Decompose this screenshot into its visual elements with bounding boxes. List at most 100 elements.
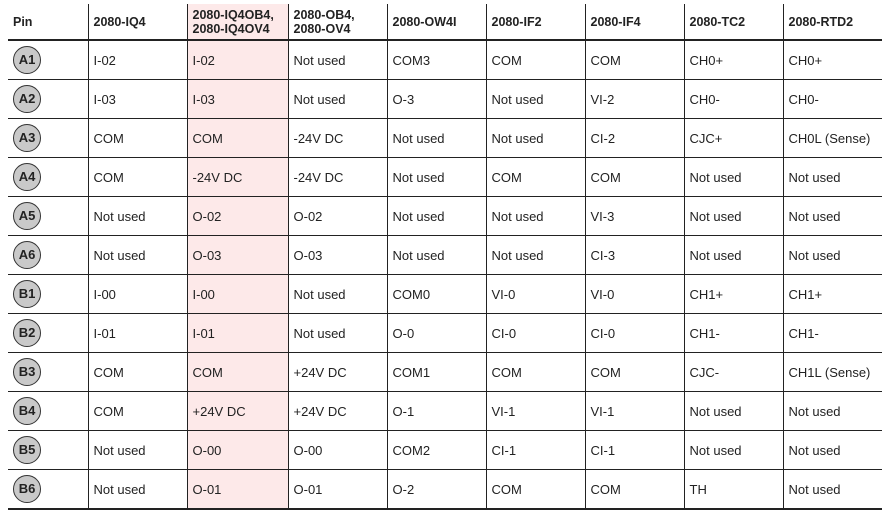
table-cell: CH1L (Sense) <box>782 352 882 392</box>
table-cell: Not used <box>287 313 388 353</box>
table-cell: CI-1 <box>485 430 586 470</box>
pin-cell: A4 <box>8 157 89 197</box>
table-cell: COM <box>485 39 586 80</box>
table-cell: COM <box>186 118 289 158</box>
table-cell: COM <box>186 352 289 392</box>
table-cell: VI-0 <box>485 274 586 314</box>
table-cell: -24V DC <box>287 157 388 197</box>
table-cell: O-02 <box>287 196 388 236</box>
table-cell: I-02 <box>87 39 188 80</box>
table-cell: COM <box>584 352 685 392</box>
table-cell: Not used <box>287 79 388 119</box>
table-cell: O-1 <box>386 391 487 431</box>
pin-cell: B3 <box>8 352 89 392</box>
table-cell: COM3 <box>386 39 487 80</box>
table-cell: +24V DC <box>287 352 388 392</box>
table-cell: Not used <box>87 469 188 510</box>
pin-badge: B3 <box>13 358 41 386</box>
table-cell: O-01 <box>287 469 388 510</box>
pinout-table: Pin 2080-IQ4 2080-IQ4OB4, 2080-IQ4OV4 2080-… <box>8 4 882 510</box>
table-cell: CH0+ <box>782 39 882 80</box>
table-cell: Not used <box>287 274 388 314</box>
pin-badge: B2 <box>13 319 41 347</box>
table-cell: Not used <box>683 391 784 431</box>
table-row: B4 COM +24V DC +24V DC O-1 VI-1 VI-1 Not used No… <box>8 391 882 431</box>
pin-badge: A3 <box>13 124 41 152</box>
table-cell: Not used <box>485 79 586 119</box>
table-cell: CH0- <box>782 79 882 119</box>
table-row: A3 COM COM -24V DC Not used Not used CI-2 CJC+ C… <box>8 118 882 158</box>
table-cell: VI-1 <box>584 391 685 431</box>
table-cell: CH1- <box>782 313 882 353</box>
column-header: 2080-IQ4 <box>87 4 188 41</box>
table-cell: CJC- <box>683 352 784 392</box>
table-cell: I-00 <box>87 274 188 314</box>
table-row: B6 Not used O-01 O-01 O-2 COM COM TH Not used <box>8 469 882 510</box>
table-cell: Not used <box>386 235 487 275</box>
table-cell: COM2 <box>386 430 487 470</box>
table-cell: I-01 <box>87 313 188 353</box>
table-cell: O-00 <box>186 430 289 470</box>
table-cell: +24V DC <box>186 391 289 431</box>
table-cell: COM <box>87 118 188 158</box>
pin-badge: A6 <box>13 241 41 269</box>
table-cell: Not used <box>782 469 882 510</box>
table-cell: CI-0 <box>485 313 586 353</box>
column-header: 2080-IF2 <box>485 4 586 41</box>
table-body: A1 I-02 I-02 Not used COM3 COM COM CH0+ CH0+ A2 I-… <box>8 39 882 510</box>
table-cell: COM1 <box>386 352 487 392</box>
table-cell: CI-0 <box>584 313 685 353</box>
column-header: 2080-IF4 <box>584 4 685 41</box>
table-cell: O-01 <box>186 469 289 510</box>
pin-badge: A1 <box>13 46 41 74</box>
table-cell: COM <box>485 469 586 510</box>
pin-cell: B1 <box>8 274 89 314</box>
table-cell: COM <box>584 157 685 197</box>
table-row: A4 COM -24V DC -24V DC Not used COM COM Not use… <box>8 157 882 197</box>
table-cell: Not used <box>683 235 784 275</box>
pin-badge: A5 <box>13 202 41 230</box>
table-cell: O-00 <box>287 430 388 470</box>
table-cell: Not used <box>485 196 586 236</box>
table-cell: Not used <box>683 430 784 470</box>
table-cell: I-01 <box>186 313 289 353</box>
table-cell: VI-1 <box>485 391 586 431</box>
column-header: 2080-TC2 <box>683 4 784 41</box>
pin-badge: B6 <box>13 475 41 503</box>
table-row: B1 I-00 I-00 Not used COM0 VI-0 VI-0 CH1+ CH1+ <box>8 274 882 314</box>
table-cell: CH1+ <box>683 274 784 314</box>
header-row: Pin 2080-IQ4 2080-IQ4OB4, 2080-IQ4OV4 2080-… <box>8 4 882 41</box>
pin-cell: B4 <box>8 391 89 431</box>
table-cell: CJC+ <box>683 118 784 158</box>
pin-cell: B5 <box>8 430 89 470</box>
table-row: B2 I-01 I-01 Not used O-0 CI-0 CI-0 CH1- CH1- <box>8 313 882 353</box>
table-cell: CH0L (Sense) <box>782 118 882 158</box>
table-cell: COM <box>584 39 685 80</box>
table-cell: Not used <box>782 391 882 431</box>
table-cell: VI-3 <box>584 196 685 236</box>
table-cell: Not used <box>87 196 188 236</box>
table-cell: VI-0 <box>584 274 685 314</box>
table-cell: Not used <box>485 235 586 275</box>
pin-badge: A2 <box>13 85 41 113</box>
pin-badge: B5 <box>13 436 41 464</box>
table-row: B3 COM COM +24V DC COM1 COM COM CJC- CH1L (Sense… <box>8 352 882 392</box>
table-cell: CH0- <box>683 79 784 119</box>
table-cell: I-02 <box>186 39 289 80</box>
pin-badge: A4 <box>13 163 41 191</box>
table-cell: I-03 <box>186 79 289 119</box>
table-cell: COM <box>485 352 586 392</box>
table-cell: Not used <box>287 39 388 80</box>
table-row: A2 I-03 I-03 Not used O-3 Not used VI-2 CH0- CH0… <box>8 79 882 119</box>
table-cell: Not used <box>782 157 882 197</box>
table-cell: Not used <box>386 118 487 158</box>
table-cell: COM <box>485 157 586 197</box>
table-cell: Not used <box>782 196 882 236</box>
table-cell: Not used <box>683 196 784 236</box>
column-header: 2080-OW4I <box>386 4 487 41</box>
pinout-table-wrap: Pin 2080-IQ4 2080-IQ4OB4, 2080-IQ4OV4 2080-… <box>8 4 882 510</box>
table-cell: COM0 <box>386 274 487 314</box>
table-cell: O-02 <box>186 196 289 236</box>
table-cell: CH1+ <box>782 274 882 314</box>
